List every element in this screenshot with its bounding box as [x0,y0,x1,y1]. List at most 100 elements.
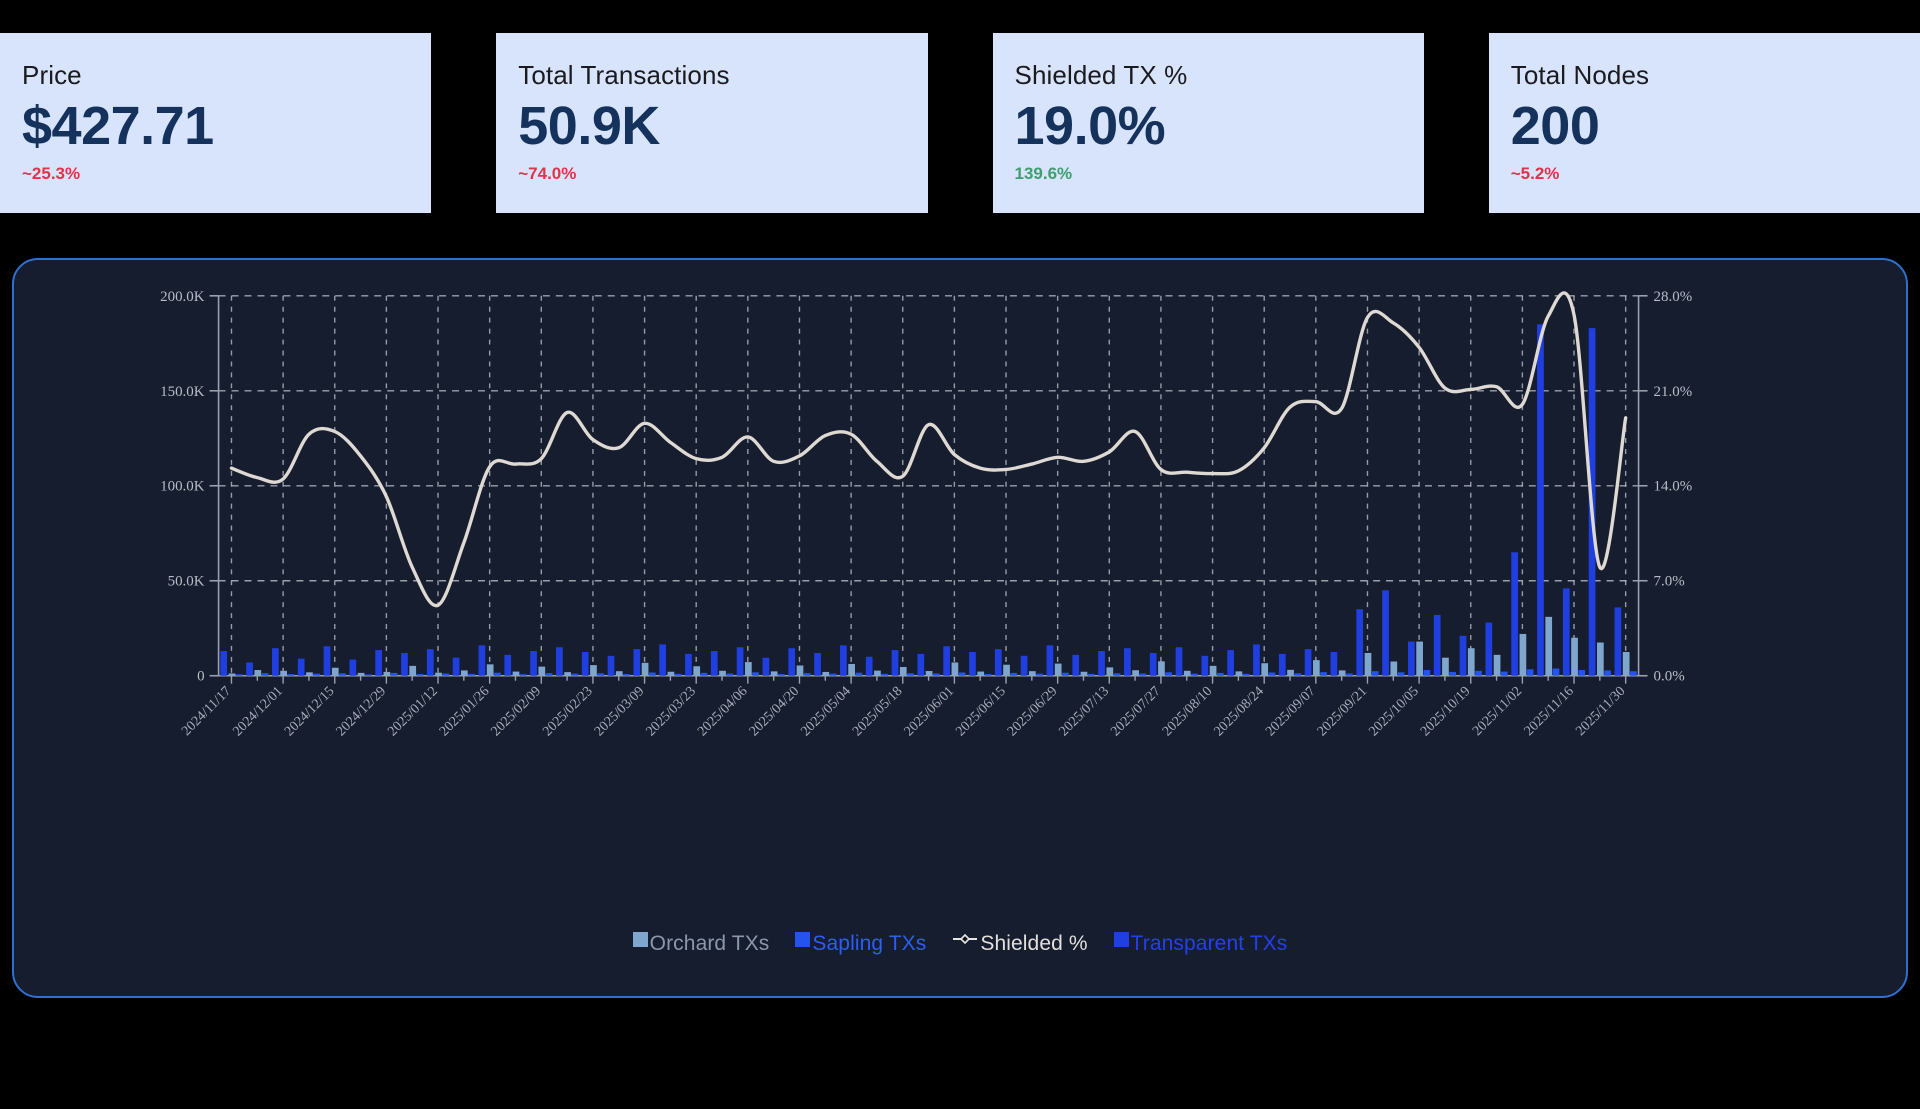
sapling-swatch-icon [795,931,811,947]
bar [615,671,623,676]
bar [1046,645,1054,676]
bar [1545,616,1553,676]
x-axis-tick-label: 2025/07/13 [1057,684,1113,739]
bar [917,653,925,676]
orchard-swatch-icon [632,931,648,947]
bar [339,673,346,676]
bar [1526,669,1534,676]
bar [891,650,899,676]
bar [1216,672,1224,676]
x-axis-tick-label: 2025/08/10 [1160,684,1216,739]
x-axis-tick-label: 2025/05/18 [850,684,906,739]
y-axis-left-tick: 0 [197,669,204,685]
legend-item-shielded-pct[interactable]: Shielded % [952,932,1088,956]
bar [943,646,950,676]
bar [280,670,287,676]
bar [486,664,494,676]
kpi-card-total-transactions[interactable]: Total Transactions 50.9K ~74.0% [496,33,928,213]
x-axis-tick-label: 2025/09/07 [1263,684,1319,739]
bar [287,674,295,676]
bar [504,654,512,676]
bar [1571,637,1578,676]
bar [693,666,701,676]
shielded-percent-line [229,291,1628,608]
bar [1537,324,1544,676]
bar [1459,635,1467,676]
kpi-card-total-nodes[interactable]: Total Nodes 200 ~5.2% [1488,33,1920,213]
bar [1165,672,1173,676]
y-axis-left-tick: 50.0K [168,574,205,590]
x-axis-tick-label: 2025/11/02 [1470,684,1525,739]
bar [1201,655,1209,676]
x-axis-tick-label: 2025/10/05 [1366,684,1422,739]
bar [700,672,708,676]
bar [1397,672,1405,676]
bar [840,645,847,676]
bar [1072,654,1080,676]
bar [855,672,863,676]
bar [1268,672,1276,676]
legend-label: Transparent TXs [1130,932,1288,955]
bar [246,662,253,676]
legend-item-orchard[interactable]: Orchard TXs [632,931,770,956]
bar [1562,588,1570,676]
bar [512,671,520,676]
x-axis-tick-label: 2025/08/24 [1211,684,1267,739]
y-axis-left-tick: 100.0K [160,479,205,495]
kpi-delta: ~5.2% [1510,164,1560,184]
legend-item-sapling[interactable]: Sapling TXs [795,931,926,956]
bar [1294,673,1302,676]
bar [770,671,778,676]
kpi-card-price[interactable]: Price $427.71 ~25.3% [0,33,432,213]
bar [1330,651,1338,676]
x-axis-tick-label: 2025/02/23 [540,684,596,739]
bar [442,673,450,676]
legend-label: Orchard TXs [649,932,770,955]
kpi-delta: 139.6% [1014,164,1073,184]
kpi-card-shielded-tx-pct[interactable]: Shielded TX % 19.0% 139.6% [992,33,1424,213]
bar [726,673,734,676]
x-axis-tick-label: 2025/11/30 [1573,684,1628,739]
bar [607,655,615,676]
bar-series-transparent-txs [220,324,1622,676]
bar [1191,673,1198,676]
y-axis-left-tick: 150.0K [160,384,205,400]
bar [1596,642,1604,676]
bar [641,662,649,676]
bar [1287,669,1294,676]
bar [778,674,785,676]
transactions-chart[interactable]: 0 50.0K 100.0K 150.0K 200.0K 0.0% 7.0% 14.0% 21.… [14,260,1906,996]
bar [829,673,837,676]
chart-legend: Orchard TXs Sapling TXs Shielded % Trans… [14,931,1906,956]
bar [1175,647,1183,676]
bar [1433,614,1441,676]
x-axis-tick-label: 2025/06/15 [953,684,1009,739]
bar [1630,671,1637,676]
bar [1054,663,1062,676]
bar [331,667,339,676]
x-axis-tick-label: 2024/12/29 [334,684,390,739]
legend-item-transparent[interactable]: Transparent TXs [1113,931,1288,956]
x-axis-tick-label: 2025/04/20 [747,684,803,739]
bar [1511,552,1518,676]
bar [710,651,718,676]
bar [254,670,262,676]
bar [1278,653,1286,676]
x-axis-tick-label: 2025/03/23 [643,684,699,739]
bar [719,670,726,676]
bar [633,649,641,676]
bar [1442,657,1449,676]
bar [1519,633,1527,676]
x-axis-tick-label: 2025/05/04 [798,684,854,739]
bar [994,649,1002,676]
bar [1235,671,1243,676]
bar [1106,667,1114,676]
bar [1449,671,1457,676]
bar [1346,673,1353,676]
bar [1113,673,1121,676]
bar [416,674,424,676]
transactions-chart-card[interactable]: 0 50.0K 100.0K 150.0K 200.0K 0.0% 7.0% 14.0% 21.… [12,258,1908,998]
bar-series-sapling-txs [235,668,1637,676]
kpi-title: Total Transactions [518,60,730,90]
